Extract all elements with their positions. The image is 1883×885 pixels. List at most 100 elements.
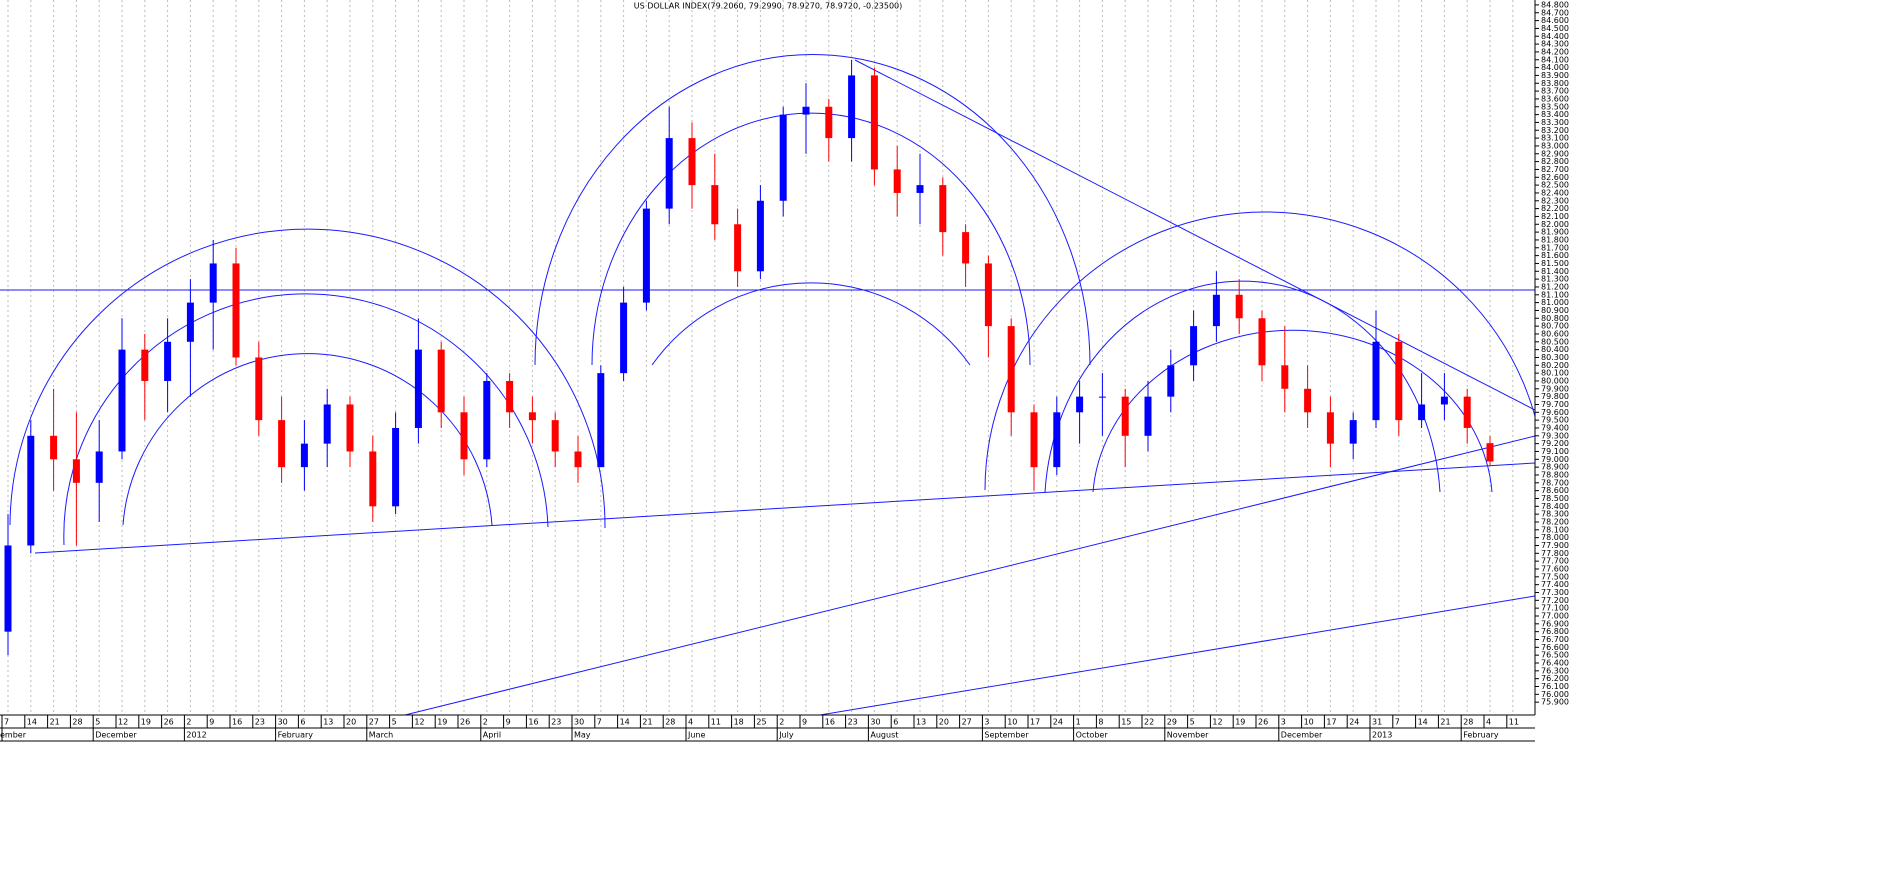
y-tick-label: 76.800 [1541, 627, 1569, 636]
y-tick-label: 84.700 [1541, 8, 1569, 17]
candle-body [574, 451, 582, 468]
y-tick-label: 83.000 [1541, 141, 1569, 150]
candle-body [939, 185, 947, 233]
x-tick-label: 19 [437, 718, 447, 727]
candle-body [1326, 412, 1334, 444]
y-tick-label: 79.300 [1541, 431, 1569, 440]
candle-body [1418, 404, 1426, 421]
candle-body [1144, 396, 1152, 436]
y-tick-label: 77.600 [1541, 564, 1569, 573]
x-tick-label: 26 [460, 718, 470, 727]
candle-body [1281, 365, 1289, 389]
candle-body [392, 427, 400, 507]
y-tick-label: 84.500 [1541, 24, 1569, 33]
y-tick-label: 83.700 [1541, 87, 1569, 96]
x-tick-label: 24 [1349, 718, 1359, 727]
candle-body [50, 435, 58, 460]
x-tick-label: 18 [734, 718, 744, 727]
candle-body [1007, 326, 1015, 413]
x-tick-label: 13 [323, 718, 333, 727]
x-tick-label: 4 [688, 718, 693, 727]
x-tick-label: 7 [597, 718, 602, 727]
x-tick-label: 19 [141, 718, 151, 727]
x-tick-label: 10 [1304, 718, 1314, 727]
y-tick-label: 78.100 [1541, 525, 1569, 534]
y-tick-label: 84.800 [1541, 0, 1569, 9]
arc [591, 112, 1031, 366]
candle-body [186, 302, 194, 342]
chart-title: US DOLLAR INDEX(79.2060, 79.2990, 78.927… [634, 2, 903, 11]
arc [63, 293, 549, 546]
candle-body [437, 349, 445, 413]
y-tick-label: 81.900 [1541, 228, 1569, 237]
x-tick-label: 2 [186, 718, 191, 727]
candle-body [1486, 443, 1494, 462]
y-tick-label: 77.200 [1541, 596, 1569, 605]
candle-body [141, 349, 149, 381]
y-tick-label: 79.200 [1541, 439, 1569, 448]
drawings [0, 54, 1535, 715]
candle-body [1121, 396, 1129, 436]
x-tick-label: 21 [642, 718, 652, 727]
y-tick-label: 77.000 [1541, 611, 1569, 620]
y-tick-label: 76.300 [1541, 666, 1569, 675]
month-label: March [369, 731, 393, 740]
y-tick-label: 84.400 [1541, 32, 1569, 41]
x-tick-label: 16 [825, 718, 835, 727]
y-tick-label: 82.800 [1541, 157, 1569, 166]
y-tick-label: 82.600 [1541, 173, 1569, 182]
y-tick-label: 76.400 [1541, 658, 1569, 667]
candle-body [893, 169, 901, 193]
candle-body [1395, 341, 1403, 421]
candle-body [916, 185, 924, 193]
y-tick-label: 76.000 [1541, 690, 1569, 699]
x-tick-label: 30 [870, 718, 880, 727]
x-tick-label: 1 [1076, 718, 1081, 727]
y-tick-label: 82.100 [1541, 212, 1569, 221]
y-tick-label: 78.600 [1541, 486, 1569, 495]
candle-body [711, 185, 719, 225]
x-tick-label: 16 [528, 718, 538, 727]
candle-body [1235, 294, 1243, 319]
y-tick-label: 82.200 [1541, 204, 1569, 213]
y-tick-label: 78.300 [1541, 510, 1569, 519]
candle-body [346, 404, 354, 452]
y-tick-label: 77.400 [1541, 580, 1569, 589]
candle-body [779, 114, 787, 201]
x-tick-label: 5 [392, 718, 397, 727]
x-tick-label: 10 [1007, 718, 1017, 727]
candle-body [209, 263, 217, 303]
trend-line [854, 59, 1535, 411]
y-tick-label: 78.200 [1541, 517, 1569, 526]
candle-body [323, 404, 331, 444]
candle-body [95, 451, 103, 483]
month-label: February [278, 731, 314, 740]
month-label: September [984, 731, 1029, 740]
candle-body [460, 412, 468, 460]
candle-body [1258, 318, 1266, 366]
y-tick-label: 79.500 [1541, 416, 1569, 425]
candle-body [300, 443, 308, 468]
y-tick-label: 83.300 [1541, 118, 1569, 127]
candle-body [1030, 412, 1038, 468]
candle-body [1098, 396, 1106, 398]
month-label: December [95, 731, 137, 740]
x-tick-label: 20 [346, 718, 356, 727]
y-tick-label: 81.600 [1541, 251, 1569, 260]
month-label: October [1076, 731, 1109, 740]
x-tick-label: 28 [665, 718, 675, 727]
month-label: April [483, 731, 501, 740]
candle-body [642, 208, 650, 303]
month-label: 2013 [1372, 731, 1392, 740]
x-tick-label: 12 [1212, 718, 1222, 727]
month-label: June [687, 731, 706, 740]
candle-body [1440, 396, 1448, 405]
candle-body [802, 106, 810, 115]
candle-body [118, 349, 126, 452]
y-tick-label: 81.300 [1541, 275, 1569, 284]
candle-body [825, 106, 833, 139]
y-tick-label: 83.800 [1541, 79, 1569, 88]
y-tick-label: 80.600 [1541, 329, 1569, 338]
x-tick-label: 13 [916, 718, 926, 727]
